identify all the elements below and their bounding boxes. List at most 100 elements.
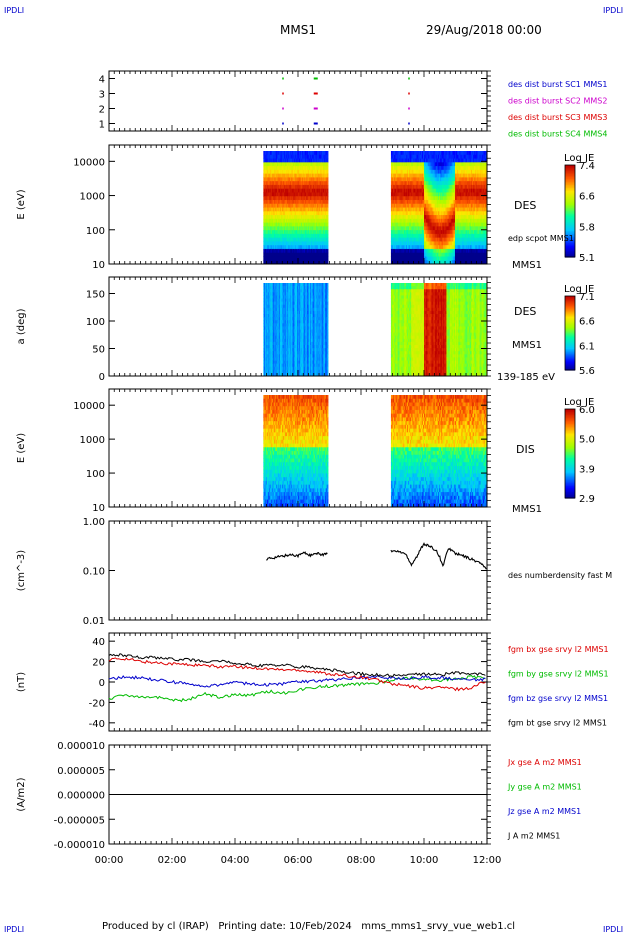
- spectrogram-cell: [454, 162, 457, 167]
- spectrogram-cell: [416, 211, 419, 216]
- spectrogram-cell: [297, 162, 299, 167]
- spectrogram-cell: [396, 199, 398, 205]
- spectrogram-cell: [317, 173, 319, 178]
- spectrogram-cell: [275, 177, 277, 182]
- spectrogram-cell: [319, 245, 321, 250]
- spectrogram-cell: [309, 181, 311, 186]
- spectrogram-cell: [322, 166, 325, 171]
- spectrogram-cell: [285, 162, 287, 167]
- spectrogram-cell: [273, 158, 275, 163]
- spectrogram-cell: [290, 226, 292, 231]
- spectrogram-cell: [307, 188, 309, 193]
- spectrogram-cell: [324, 151, 326, 156]
- spectrogram-cell: [264, 218, 267, 224]
- spectrogram-cell: [268, 169, 270, 175]
- spectrogram-cell: [290, 177, 292, 182]
- spectrogram-cell: [325, 173, 327, 178]
- spectrogram-cell: [306, 218, 308, 224]
- spectrogram-cell: [267, 211, 269, 216]
- spectrogram-cell: [308, 245, 310, 250]
- spectrogram-cell: [282, 177, 284, 182]
- spectrogram-cell: [288, 207, 290, 212]
- spectrogram-cell: [420, 211, 423, 216]
- spectrogram-cell: [313, 188, 315, 193]
- spectrogram-cell: [287, 215, 289, 220]
- spectrogram-cell: [286, 166, 288, 171]
- spectrogram-cell: [431, 226, 434, 231]
- spectrogram-cell: [406, 211, 409, 216]
- spectrogram-cell: [424, 230, 426, 235]
- spectrogram-cell: [281, 215, 283, 220]
- spectrogram-cell: [281, 162, 283, 167]
- spectrogram-cell: [283, 241, 285, 246]
- spectrogram-cell: [409, 199, 411, 205]
- spectrogram-cell: [428, 196, 430, 201]
- spectrogram-cell: [297, 211, 299, 216]
- spectrogram-cell: [279, 233, 281, 239]
- spectrogram-cell: [271, 230, 274, 235]
- spectrogram-cell: [413, 233, 415, 239]
- spectrogram-cell: [437, 173, 440, 178]
- spectrogram-cell: [408, 188, 410, 193]
- spectrogram-cell: [425, 181, 427, 186]
- spectrogram-cell: [323, 222, 325, 227]
- spectrogram-cell: [437, 233, 440, 239]
- spectrogram-cell: [449, 162, 452, 167]
- spectrogram-cell: [309, 203, 311, 208]
- spectrogram-cell: [315, 184, 317, 190]
- spectrogram-cell: [463, 222, 466, 227]
- spectrogram-cell: [263, 226, 265, 231]
- spectrogram-cell: [433, 226, 436, 231]
- spectrogram-cell: [399, 154, 402, 160]
- spectrogram-cell: [316, 151, 318, 156]
- y-tick-label: 3: [99, 90, 105, 101]
- spectrogram-cell: [411, 218, 413, 224]
- spectrogram-cell: [291, 237, 293, 242]
- spectrogram-cell: [427, 192, 429, 197]
- spectrogram-cell: [287, 215, 289, 220]
- spectrogram-cell: [419, 241, 422, 246]
- spectrogram-cell: [403, 151, 406, 156]
- spectrogram-cell: [415, 188, 418, 193]
- spectrogram-cell: [320, 241, 322, 246]
- spectrogram-cell: [399, 173, 402, 178]
- spectrogram-cell: [390, 237, 393, 242]
- spectrogram-cell: [393, 260, 395, 265]
- spectrogram-cell: [396, 151, 398, 156]
- spectrogram-cell: [327, 245, 329, 250]
- spectrogram-cell: [444, 245, 446, 250]
- spectrogram-cell: [391, 226, 394, 231]
- spectrogram-cell: [274, 151, 277, 156]
- spectrogram-cell: [426, 162, 428, 167]
- spectrogram-cell: [390, 169, 393, 175]
- spectrogram-cell: [399, 169, 402, 175]
- spectrogram-cell: [447, 245, 450, 250]
- spectrogram-cell: [400, 177, 403, 182]
- spectrogram-cell: [291, 207, 293, 212]
- spectrogram-cell: [446, 151, 449, 156]
- spectrogram-cell: [416, 207, 419, 212]
- spectrogram-cell: [405, 256, 408, 261]
- spectrogram-cell: [415, 199, 418, 205]
- spectrogram-cell: [286, 218, 288, 224]
- spectrogram-cell: [301, 211, 303, 216]
- spectrogram-cell: [294, 188, 296, 193]
- spectrogram-cell: [447, 222, 450, 227]
- spectrogram-cell: [292, 256, 294, 261]
- spectrogram-cell: [399, 248, 402, 254]
- spectrogram-cell: [430, 158, 432, 163]
- spectrogram-cell: [265, 184, 267, 190]
- spectrogram-cell: [321, 188, 323, 193]
- spectrogram-cell: [408, 192, 410, 197]
- spectrogram-cell: [452, 158, 455, 163]
- spectrogram-cell: [418, 154, 421, 160]
- spectrogram-cell: [402, 241, 405, 246]
- spectrogram-cell: [305, 151, 307, 156]
- spectrogram-cell: [305, 215, 307, 220]
- spectrogram-cell: [402, 184, 405, 190]
- spectrogram-cell: [394, 151, 396, 156]
- spectrogram-cell: [464, 241, 467, 246]
- spectrogram-cell: [276, 188, 279, 193]
- spectrogram-cell: [408, 237, 410, 242]
- spectrogram-cell: [300, 248, 302, 254]
